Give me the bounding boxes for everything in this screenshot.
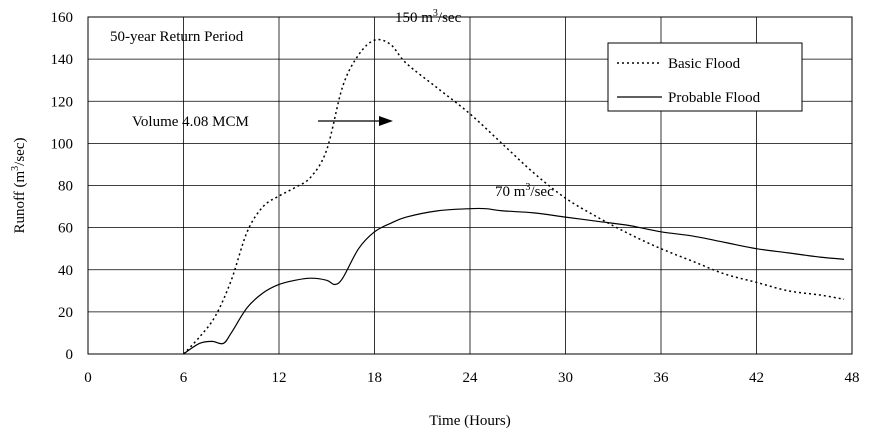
- peak-basic-pre: 150 m: [395, 10, 433, 26]
- return-period-annotation: 50-year Return Period: [110, 29, 244, 45]
- peak-probable-annotation: 70 m3/sec: [495, 182, 554, 200]
- x-tick-label: 24: [463, 370, 479, 386]
- peak-probable-sup: 3: [525, 182, 530, 193]
- x-tick-label: 42: [749, 370, 764, 386]
- x-tick-label: 30: [558, 370, 573, 386]
- y-axis-label-tail: /sec): [12, 138, 28, 166]
- x-tick-label: 12: [272, 370, 287, 386]
- y-axis-label: Runoff (m3/sec): [10, 138, 28, 234]
- y-tick-label: 40: [58, 263, 73, 279]
- y-tick-label: 0: [66, 347, 74, 363]
- y-tick-label: 60: [58, 221, 73, 237]
- volume-arrow-head: [379, 116, 393, 126]
- x-axis-label: Time (Hours): [429, 413, 511, 429]
- y-tick-label: 160: [51, 10, 74, 26]
- plot-frame: [87, 16, 853, 355]
- series-layer: [182, 38, 845, 355]
- axis-ticks: 0 6 12 18 24 30 36 42 48 0 20 40 60 80 100 120 140 160: [51, 10, 860, 386]
- peak-basic-annotation: 150 m3/sec: [395, 8, 462, 26]
- y-tick-label: 100: [51, 136, 74, 152]
- y-tick-label: 80: [58, 179, 73, 195]
- peak-probable-post: /sec: [530, 184, 554, 200]
- legend-box: [607, 42, 803, 112]
- peak-basic-sup: 3: [433, 8, 438, 19]
- y-tick-label: 120: [51, 94, 74, 110]
- x-tick-label: 18: [367, 370, 382, 386]
- legend: Basic Flood Probable Flood: [607, 42, 803, 112]
- peak-probable-pre: 70 m: [495, 184, 526, 200]
- y-axis-label-sup: 3: [10, 166, 21, 171]
- x-tick-label: 6: [180, 370, 188, 386]
- peak-basic-post: /sec: [438, 10, 462, 26]
- y-tick-label: 140: [51, 52, 74, 68]
- legend-label-basic-flood: Basic Flood: [668, 56, 741, 72]
- legend-label-probable-flood: Probable Flood: [668, 90, 761, 106]
- series-line-probable-flood: [183, 207, 845, 355]
- x-tick-label: 48: [845, 370, 860, 386]
- x-tick-label: 36: [654, 370, 670, 386]
- y-tick-label: 20: [58, 305, 73, 321]
- volume-annotation: Volume 4.08 MCM: [132, 114, 249, 130]
- volume-arrow: [318, 116, 393, 126]
- y-axis-label-base: Runoff (m: [12, 171, 28, 234]
- x-tick-label: 0: [84, 370, 92, 386]
